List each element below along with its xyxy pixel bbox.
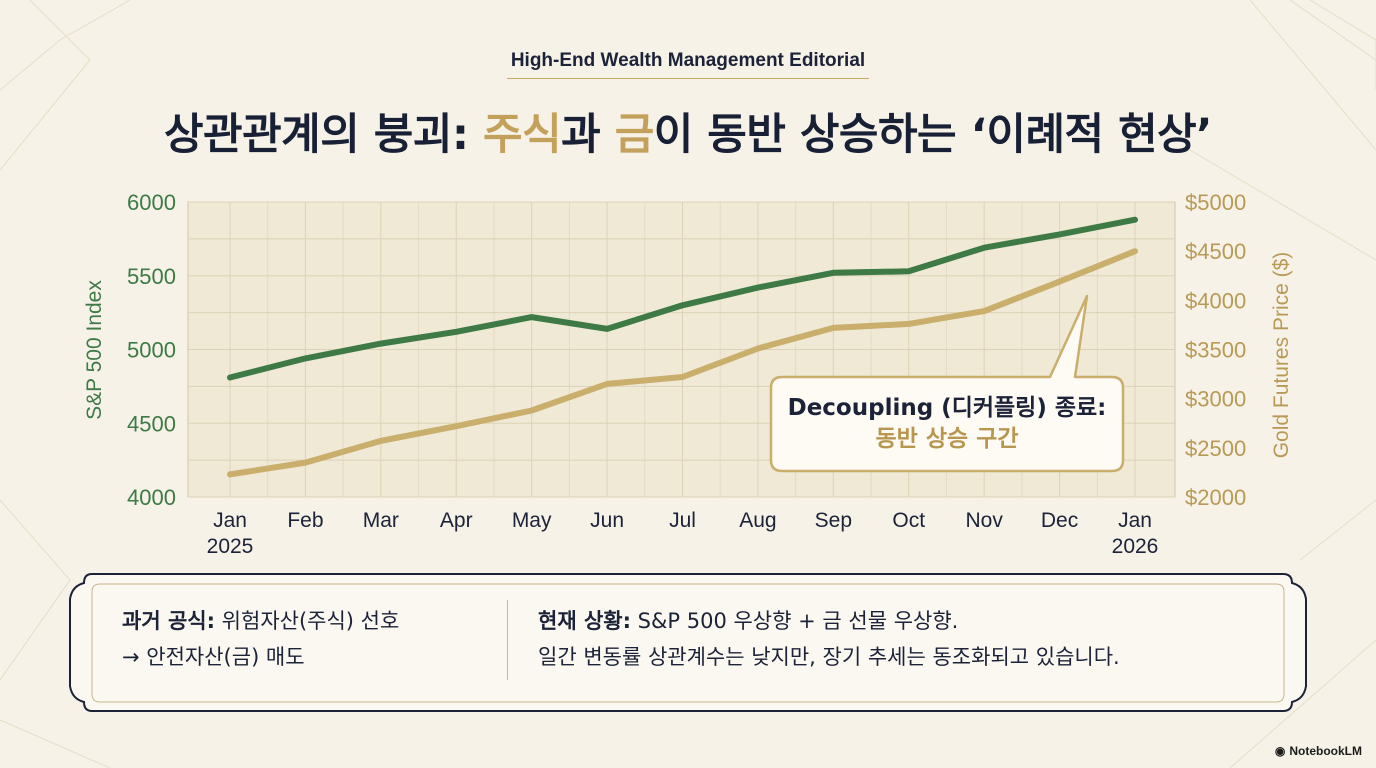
brand-text: NotebookLM — [1289, 744, 1362, 758]
y-left-tick-label: 4000 — [127, 485, 176, 510]
y-right-tick-label: $4500 — [1185, 239, 1246, 264]
y-right-tick-label: $2000 — [1185, 485, 1246, 510]
y-right-tick-label: $5000 — [1185, 190, 1246, 215]
current-situation-text-2: 일간 변동률 상관계수는 낮지만, 장기 추세는 동조화되고 있습니다. — [538, 645, 1120, 669]
x-tick-label: Sep — [815, 509, 852, 532]
x-tick-label: Aug — [739, 509, 776, 532]
title-part-2: 과 — [561, 110, 615, 160]
x-tick-label: 2025 — [207, 535, 254, 558]
x-tick-label: Nov — [965, 509, 1003, 532]
y-left-tick-label: 5500 — [127, 264, 176, 289]
info-past-formula: 과거 공식: 위험자산(주식) 선호 → 안전자산(금) 매도 — [122, 603, 492, 675]
current-situation-text-1: S&P 500 우상향 + 금 선물 우상향. — [631, 609, 959, 633]
x-tick-label: May — [512, 509, 552, 532]
info-divider — [507, 600, 508, 680]
x-tick-label: Apr — [440, 509, 473, 532]
sp500-series-line — [227, 216, 1138, 381]
x-tick-label: Jun — [590, 509, 624, 532]
x-tick-label: Oct — [892, 509, 925, 532]
past-formula-text-1: 위험자산(주식) 선호 — [215, 609, 400, 633]
callout-line-2: 동반 상승 구간 — [875, 426, 1019, 452]
x-tick-label: Mar — [363, 509, 399, 532]
notebooklm-logo-icon: ◉ — [1274, 744, 1286, 758]
decoupling-callout: Decoupling (디커플링) 종료: 동반 상승 구간 — [771, 377, 1123, 471]
eyebrow-text: High-End Wealth Management Editorial — [506, 50, 870, 79]
current-situation-label: 현재 상황: — [538, 609, 631, 633]
y-right-tick-label: $3000 — [1185, 387, 1246, 412]
y-right-tick-label: $2500 — [1185, 436, 1246, 461]
x-tick-label: 2026 — [1112, 535, 1159, 558]
past-formula-text-2: → 안전자산(금) 매도 — [122, 645, 305, 669]
x-tick-label: Feb — [287, 509, 323, 532]
title-gold-gold: 금 — [614, 110, 655, 160]
page-title: 상관관계의 붕괴: 주식과 금이 동반 상승하는 ‘이례적 현상’ — [0, 100, 1376, 162]
y-right-tick-label: $4000 — [1185, 288, 1246, 313]
y-left-tick-label: 4500 — [127, 411, 176, 436]
x-tick-label: Jan — [213, 509, 247, 532]
x-tick-label: Jan — [1118, 509, 1152, 532]
eyebrow-label: High-End Wealth Management Editorial — [0, 50, 1376, 79]
info-current-situation: 현재 상황: S&P 500 우상향 + 금 선물 우상향. 일간 변동률 상관… — [538, 603, 1298, 675]
x-tick-label: Jul — [669, 509, 696, 532]
callout-bubble — [769, 294, 1125, 473]
y-left-tick-label: 5000 — [127, 338, 176, 363]
y-left-tick-label: 6000 — [127, 190, 176, 215]
gold-series-line — [227, 248, 1138, 478]
y-left-axis-title: S&P 500 Index — [83, 280, 106, 420]
notebooklm-brand: ◉ NotebookLM — [1275, 744, 1362, 758]
y-right-axis-title: Gold Futures Price ($) — [1270, 252, 1293, 459]
title-part-3: 이 동반 상승하는 ‘이례적 현상’ — [653, 110, 1213, 160]
y-right-tick-label: $3500 — [1185, 338, 1246, 363]
x-tick-label: Dec — [1041, 509, 1078, 532]
callout-line-1: Decoupling (디커플링) 종료: — [787, 395, 1107, 421]
dual-axis-line-chart: 4000 4500 5000 5500 6000 $2000 $2500 $3000 $3500… — [83, 190, 1293, 558]
past-formula-label: 과거 공식: — [122, 609, 215, 633]
title-gold-stocks: 주식 — [483, 110, 562, 160]
title-part-1: 상관관계의 붕괴: — [163, 110, 484, 160]
